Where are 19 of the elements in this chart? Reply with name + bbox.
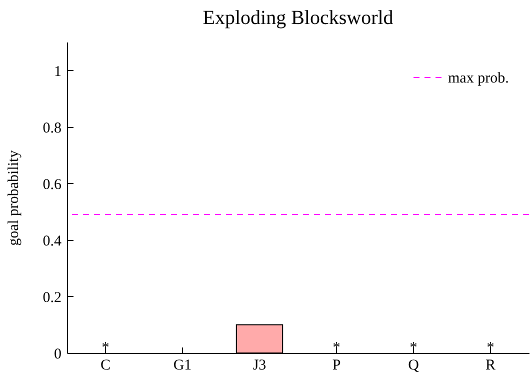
y-tick-label: 0.4 [42, 233, 62, 250]
y-tick-label: 1 [54, 64, 62, 80]
x-tick-label: J3 [252, 358, 266, 374]
chart-title: Exploding Blocksworld [202, 7, 394, 29]
x-tick-label: Q [408, 358, 420, 374]
y-tick-label: 0.8 [42, 120, 62, 136]
x-tick-label: P [332, 358, 341, 374]
x-tick-label: C [100, 358, 111, 374]
y-axis-title: goal probability [6, 150, 22, 246]
data-label: * [410, 340, 418, 356]
data-label: * [332, 340, 340, 356]
y-tick-label: 0.6 [42, 176, 62, 193]
legend-label: max prob. [448, 70, 509, 86]
data-label: * [486, 340, 494, 356]
y-tick-label: 0 [54, 346, 62, 362]
y-tick-label: 0.2 [42, 290, 62, 306]
x-tick-label: R [485, 358, 496, 374]
data-label: * [102, 340, 110, 356]
x-tick-label: G1 [173, 358, 192, 374]
